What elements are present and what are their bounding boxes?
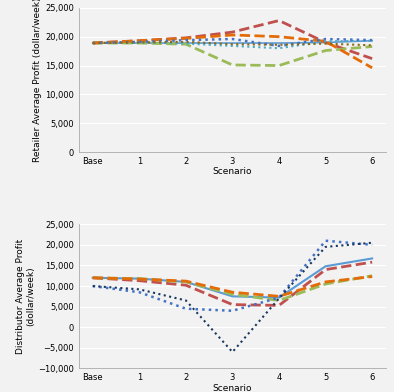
Y-axis label: Retailer Average Profit (dollar/week): Retailer Average Profit (dollar/week) <box>33 0 42 162</box>
X-axis label: Scenario: Scenario <box>213 167 252 176</box>
Y-axis label: Distributor Average Profit
(dollar/week): Distributor Average Profit (dollar/week) <box>16 239 35 354</box>
X-axis label: Scenario: Scenario <box>213 384 252 392</box>
